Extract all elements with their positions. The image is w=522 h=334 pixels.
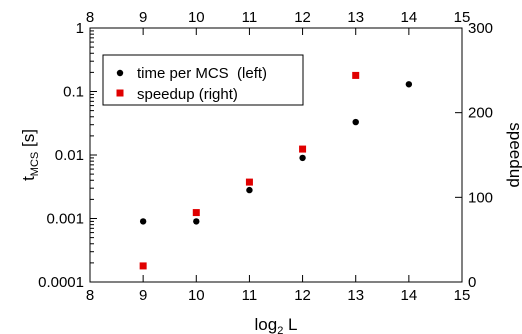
tick-labels: 88991010111112121313141415150.00010.0010… <box>38 9 493 304</box>
x-tick-label-bottom: 11 <box>242 287 258 304</box>
x-tick-label-top: 11 <box>242 9 258 26</box>
y-right-axis-title: speedup <box>506 122 522 187</box>
time-point <box>352 118 359 126</box>
time-point <box>299 154 306 162</box>
x-tick-label-top: 8 <box>86 9 94 26</box>
y-left-axis-title-rest: [s] <box>19 129 38 152</box>
x-tick-label-bottom: 14 <box>401 287 418 304</box>
y-left-axis-title-sub: MCS <box>29 152 41 176</box>
ticks <box>89 27 463 283</box>
speedup-point <box>139 262 147 270</box>
y-right-tick-label: 0 <box>468 274 476 291</box>
x-tick-label-top: 15 <box>454 9 471 26</box>
time-point <box>405 81 413 88</box>
speedup-point <box>299 145 307 153</box>
y-right-tick-label: 300 <box>468 20 493 37</box>
legend-box <box>102 54 304 106</box>
x-tick-label-bottom: 10 <box>188 287 205 304</box>
x-axis-title: log2 L <box>255 315 298 334</box>
x-tick-label-bottom: 12 <box>294 287 311 304</box>
y-left-tick-label: 0.001 <box>46 211 84 228</box>
x-axis-title-rest: L <box>283 315 297 334</box>
x-tick-label-bottom: 15 <box>454 287 471 304</box>
x-tick-label-top: 12 <box>294 9 311 26</box>
y-left-tick-label: 0.1 <box>63 84 84 101</box>
x-axis-title-sub: 2 <box>277 325 283 334</box>
y-left-tick-label: 1 <box>76 20 84 37</box>
legend: time per MCS (left) speedup (right) <box>102 54 304 106</box>
x-tick-label-top: 14 <box>401 9 418 26</box>
y-left-tick-label: 0.01 <box>55 147 84 164</box>
legend-marker-time <box>116 69 124 77</box>
x-tick-label-top: 10 <box>188 9 205 26</box>
speedup-point <box>245 178 253 186</box>
speedup-point <box>192 209 200 217</box>
legend-marker-speedup <box>116 89 124 97</box>
y-left-axis-title-main: t <box>19 176 38 181</box>
y-left-axis-title: tMCS [s] <box>19 129 41 181</box>
x-tick-label-top: 13 <box>347 9 364 26</box>
speedup-point <box>352 71 360 79</box>
y-right-tick-label: 100 <box>468 189 493 206</box>
y-left-tick-label: 0.0001 <box>38 274 84 291</box>
time-point <box>139 218 147 225</box>
data-points <box>139 71 413 270</box>
x-tick-label-bottom: 9 <box>139 287 147 304</box>
time-point <box>193 218 200 225</box>
x-axis-title-main: log <box>255 315 278 334</box>
legend-label-speedup: speedup (right) <box>137 86 238 103</box>
y-right-tick-label: 200 <box>468 105 493 122</box>
time-point <box>246 186 253 194</box>
x-tick-label-bottom: 13 <box>347 287 364 304</box>
x-tick-label-top: 9 <box>139 9 147 26</box>
x-tick-label-bottom: 8 <box>86 287 94 304</box>
legend-label-time: time per MCS (left) <box>137 65 267 82</box>
